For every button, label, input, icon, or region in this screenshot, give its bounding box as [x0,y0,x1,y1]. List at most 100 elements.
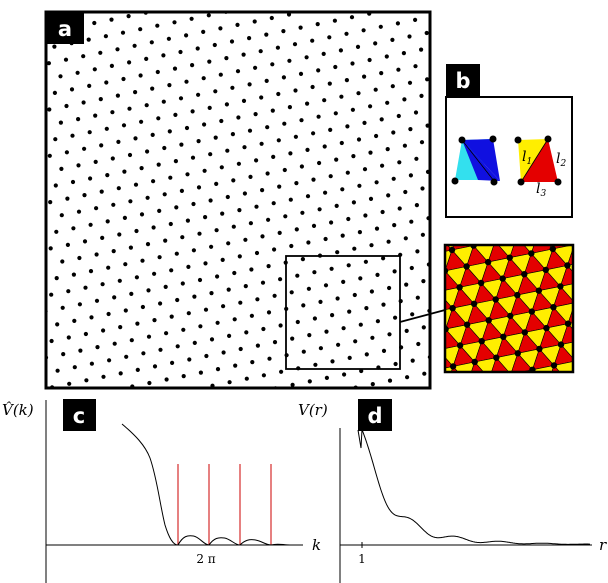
particle-dot [315,22,320,27]
particle-dot [311,177,316,182]
particle-dot [76,163,81,168]
particle-dot [105,219,110,224]
tiling-vertex [400,393,406,399]
yellow-tile [387,259,409,280]
yellow-tile [380,221,402,242]
red-tile [416,275,438,296]
particle-dot [265,125,270,130]
yellow-tile [454,420,476,441]
particle-dot [356,91,361,96]
particle-dot [69,87,75,92]
triangle-tiling [236,157,608,453]
tiling-vertex [515,408,521,414]
tiling-vertex [471,358,478,366]
particle-dot [87,83,92,88]
particle-dot [116,186,121,191]
particle-dot [201,29,206,34]
particle-dot [416,341,421,347]
tiling-vertex [564,320,572,327]
yellow-tile [590,373,608,394]
particle-dot [184,33,189,38]
tiling-vertex [499,217,505,223]
particle-dot [127,106,132,111]
yellow-tile [489,374,511,395]
yellow-tile [411,429,433,450]
tiling-vertex [506,254,513,261]
particle-dot [351,200,356,205]
particle-dot [135,367,140,372]
particle-dot [129,338,134,343]
red-tile [301,260,323,281]
particle-dot [184,79,189,84]
particle-dot [247,82,252,87]
particle-dot [149,40,154,45]
particle-dot [117,232,122,237]
particle-dot [300,210,305,215]
particle-dot [272,293,277,298]
particle-dot [92,20,97,26]
particle-dot [75,70,80,75]
particle-dot [299,118,304,123]
yellow-tile [236,231,258,252]
particle-dot [175,344,180,349]
particle-dot [243,237,248,242]
yellow-tile [490,432,512,453]
yellow-tile [583,336,605,357]
particle-dot [269,15,274,21]
particle-dot [152,271,157,276]
particle-dot [261,373,266,378]
particle-dot [89,361,94,366]
particle-dot [185,172,190,177]
yellow-tile [588,199,608,220]
particle-dot [282,167,287,173]
particle-dot [100,235,105,240]
yellow-tile [595,178,608,199]
particle-dot [252,19,257,24]
particle-dot [323,283,329,288]
particle-dot [94,298,100,303]
particle-dot [272,247,277,252]
particle-dot [324,329,329,334]
tiling-vertex [364,381,370,387]
particle-dot [244,376,249,381]
particle-dot [420,232,425,237]
particle-dot [359,368,364,374]
yellow-tile [301,218,323,239]
particle-dot [362,120,367,125]
particle-dot [415,249,420,254]
particle-dot [225,194,230,200]
particle-dot [190,109,195,114]
particle-dot [140,304,145,310]
particle-dot [54,229,59,234]
yellow-tile [602,157,608,178]
particle-dot [288,197,293,202]
tiling-vertex [542,266,549,274]
tiling-vertex [319,273,325,279]
tiling-vertex [448,246,456,254]
particle-dot [111,249,116,254]
particle-dot [307,333,312,338]
particle-dot [47,107,52,112]
particle-dot [82,239,88,244]
particle-dot [235,69,241,74]
particle-dot [387,378,393,383]
tiling-vertex [414,409,420,415]
red-tile [279,206,301,227]
particle-dot [122,215,127,220]
particle-dot [65,242,70,247]
red-tile [497,395,519,416]
red-tile [511,412,533,433]
particle-dot [299,164,304,169]
particle-dot [258,49,263,54]
particle-dot [107,358,112,363]
particle-dot [117,278,122,283]
tiling-vertex [593,237,599,243]
zoom-connector-line [399,309,446,323]
particle-dot [72,365,77,370]
particle-dot [301,349,306,354]
particle-dot [93,159,98,164]
yellow-tile [582,278,604,299]
tiling-vertex [405,197,411,203]
particle-dot [213,89,218,94]
tiling-vertex [586,258,592,264]
